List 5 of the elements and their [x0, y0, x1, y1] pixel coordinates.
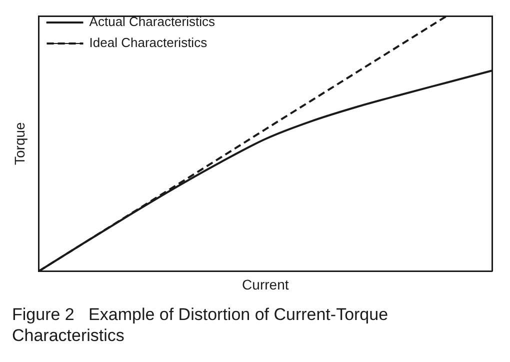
- caption: Figure 2 Example of Distortion of Current-Torque Characteristics: [12, 304, 390, 346]
- legend-label: Actual Characteristics: [89, 14, 216, 30]
- x-axis-title: Current: [242, 276, 289, 292]
- y-axis-title: Torque: [11, 122, 28, 166]
- legend-label: Ideal Characteristics: [89, 35, 208, 50]
